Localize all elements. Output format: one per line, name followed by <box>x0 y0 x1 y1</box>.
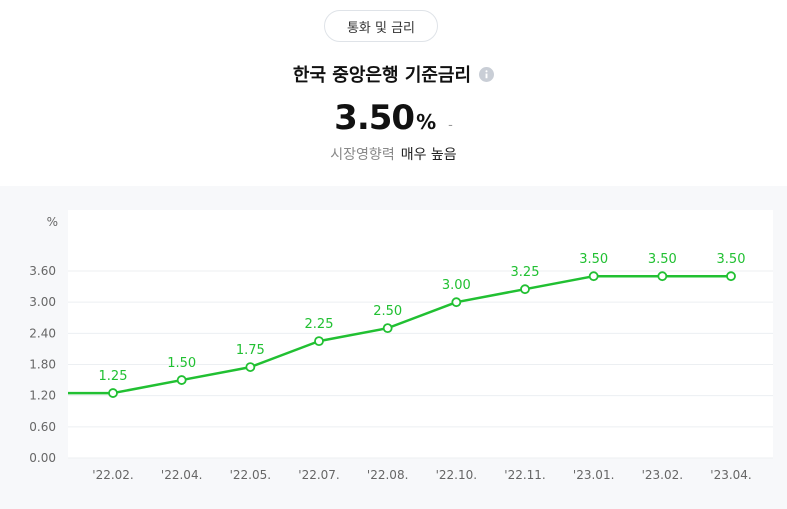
indicator-header: 한국 중앙은행 기준금리 <box>0 60 787 88</box>
data-point <box>726 271 736 282</box>
x-tick-label: '22.04. <box>161 468 202 482</box>
data-point <box>176 375 187 385</box>
market-impact: 시장영향력 매우 높음 <box>0 144 787 166</box>
data-label: 3.50 <box>579 252 608 267</box>
data-point <box>245 362 256 372</box>
data-point <box>657 271 668 282</box>
x-tick-label: '23.02. <box>642 468 683 482</box>
rate-unit: % <box>416 110 437 134</box>
data-point <box>451 297 462 308</box>
data-label: 3.25 <box>511 265 540 280</box>
y-tick-label: 3.60 <box>29 264 56 278</box>
data-point <box>382 323 393 334</box>
data-label: 3.50 <box>717 252 746 267</box>
data-point <box>520 284 530 295</box>
chart-panel: % 0.00 0.60 1.20 1.80 2.40 3.00 3.60 1.25 '22.02.… <box>0 186 787 509</box>
data-point <box>588 271 599 282</box>
data-label: 2.50 <box>373 304 402 319</box>
y-tick-label: 0.60 <box>29 420 56 434</box>
x-tick-label: '22.07. <box>298 468 339 482</box>
plot-area <box>68 210 773 458</box>
y-tick-label: 1.20 <box>29 389 56 403</box>
market-impact-label: 시장영향력 <box>330 147 395 163</box>
data-point <box>108 388 118 398</box>
rate-value: 3.50 <box>334 98 415 138</box>
category-chip-label: 통화 및 금리 <box>346 20 416 36</box>
x-tick-label: '23.01. <box>573 468 614 482</box>
y-tick-label: 1.80 <box>29 358 56 372</box>
data-label: 3.00 <box>442 278 471 293</box>
x-tick-label: '22.02. <box>92 468 133 482</box>
y-tick-label: 2.40 <box>29 326 56 340</box>
rate-change: - <box>448 118 453 133</box>
x-tick-label: '22.08. <box>367 468 408 482</box>
x-tick-label: '23.04. <box>710 468 751 482</box>
data-label: 1.75 <box>236 343 265 358</box>
indicator-title: 한국 중앙은행 기준금리 <box>292 65 472 86</box>
rate-display: 3.50 % - <box>0 98 787 142</box>
rate-line-chart: % 0.00 0.60 1.20 1.80 2.40 3.00 3.60 1.25 '22.02.… <box>29 210 773 482</box>
y-axis-unit: % <box>47 215 58 229</box>
x-tick-label: '22.11. <box>504 468 545 482</box>
x-tick-label: '22.05. <box>230 468 271 482</box>
data-point <box>314 336 324 347</box>
data-label: 1.25 <box>99 369 128 384</box>
data-label: 1.50 <box>167 356 196 371</box>
category-chip[interactable]: 통화 및 금리 <box>324 10 438 42</box>
data-label: 2.25 <box>305 317 334 332</box>
y-tick-label: 0.00 <box>29 451 56 465</box>
data-label: 3.50 <box>648 252 677 267</box>
y-tick-label: 3.00 <box>29 295 56 309</box>
x-tick-label: '22.10. <box>436 468 477 482</box>
info-icon[interactable] <box>479 66 495 82</box>
market-impact-value: 매우 높음 <box>400 147 457 163</box>
